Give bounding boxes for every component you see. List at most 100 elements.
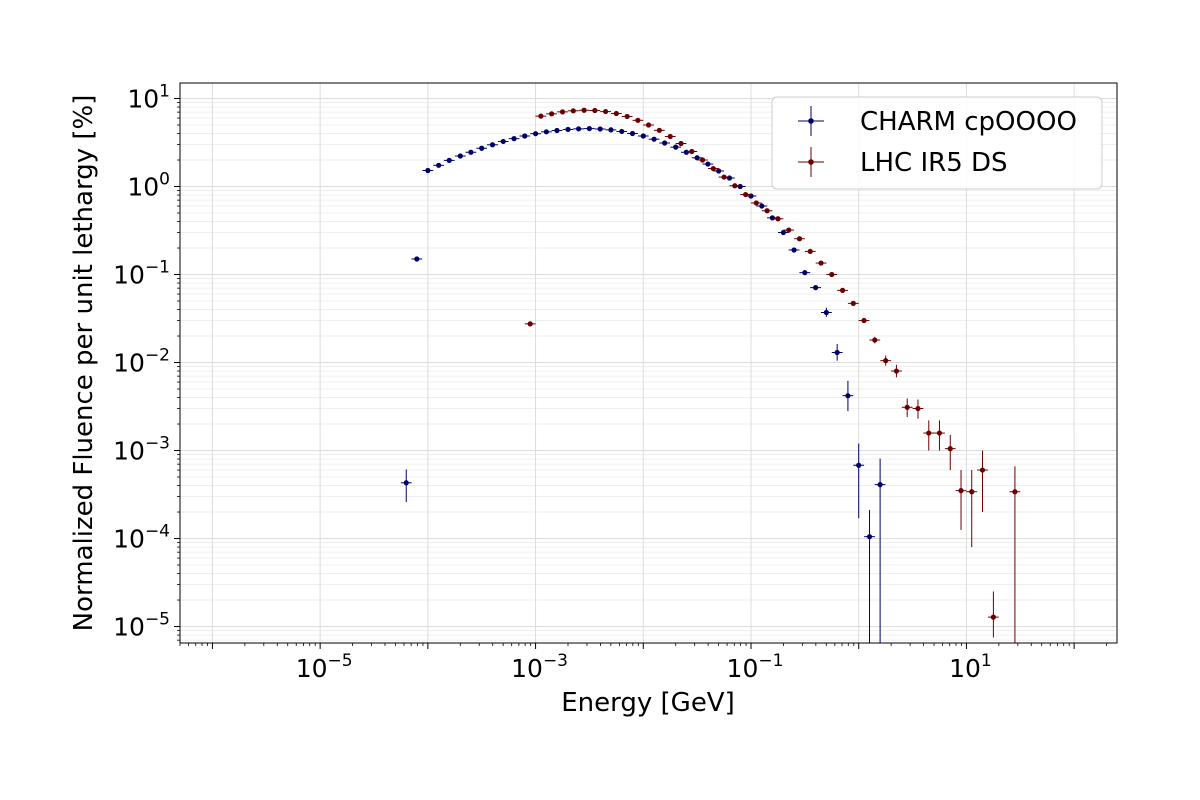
data-point: [769, 215, 775, 221]
y-tick-label: 10−1: [113, 258, 170, 290]
data-point: [818, 260, 824, 266]
data-point: [834, 349, 840, 356]
data-point: [883, 358, 889, 364]
data-point: [807, 248, 813, 255]
x-tick-label: 101: [949, 651, 992, 683]
data-point: [753, 200, 759, 206]
data-point: [710, 165, 716, 172]
data-point: [705, 161, 711, 167]
data-point: [640, 133, 646, 139]
y-tick-label: 10−2: [113, 346, 170, 378]
series-0: [400, 125, 886, 643]
data-point: [549, 111, 555, 117]
data-point: [489, 142, 496, 148]
data-point: [532, 131, 539, 137]
data-point: [990, 614, 996, 620]
data-point: [554, 127, 560, 134]
data-point: [726, 175, 733, 181]
data-point: [759, 203, 765, 209]
data-point: [958, 488, 964, 494]
data-point: [619, 128, 625, 135]
data-point: [629, 130, 636, 137]
data-point: [656, 127, 662, 133]
data-point: [732, 183, 738, 189]
data-point: [613, 110, 619, 117]
data-point: [414, 256, 420, 262]
data-point: [446, 157, 452, 163]
data-point: [866, 534, 873, 540]
data-point: [1012, 489, 1018, 495]
data-point: [543, 129, 549, 135]
x-tick-label: 10−1: [727, 651, 784, 683]
y-tick-label: 100: [127, 170, 170, 202]
data-point: [608, 127, 614, 133]
data-point: [479, 145, 485, 151]
data-point: [699, 157, 706, 163]
axis-ticks: [174, 97, 1107, 649]
data-point: [877, 481, 883, 488]
data-point: [979, 467, 986, 473]
data-point: [651, 136, 657, 142]
data-point: [425, 167, 431, 174]
legend-marker-lhc: [808, 159, 814, 165]
x-axis-label: Energy [GeV]: [561, 688, 735, 718]
data-point: [969, 489, 975, 495]
data-point: [689, 148, 695, 155]
data-point: [813, 285, 819, 291]
data-point: [861, 317, 867, 324]
legend-label-charm: CHARM cpOOOO: [860, 107, 1077, 137]
data-point: [565, 126, 571, 133]
data-point: [845, 393, 851, 399]
data-point: [576, 126, 582, 132]
data-point: [802, 270, 808, 276]
data-point: [829, 271, 835, 278]
data-point: [796, 236, 803, 242]
data-point: [559, 109, 566, 115]
y-tick-label: 10−5: [113, 610, 170, 642]
data-point: [678, 140, 684, 147]
data-point: [468, 149, 474, 155]
data-point: [926, 430, 932, 436]
data-point: [581, 107, 587, 113]
data-point: [522, 133, 528, 139]
data-point: [721, 174, 727, 180]
legend-box: [771, 96, 1103, 190]
data-point: [592, 107, 598, 114]
data-point: [915, 405, 921, 412]
data-point: [850, 300, 856, 306]
data-point: [403, 480, 409, 486]
legend-entry-lhc: LHC IR5 DS: [798, 147, 1008, 178]
data-point: [662, 140, 668, 146]
data-point: [872, 337, 878, 343]
data-point: [683, 149, 689, 155]
data-point: [457, 153, 463, 159]
data-point: [586, 125, 592, 132]
data-point: [570, 108, 576, 114]
y-tick-label: 101: [127, 81, 170, 113]
data-point: [839, 287, 846, 293]
data-point: [635, 117, 641, 123]
data-point: [436, 162, 442, 168]
data-point: [904, 404, 910, 410]
x-tick-labels: 10−5 10−3 10−1 101: [296, 651, 992, 683]
data-point: [780, 229, 787, 236]
data-point: [823, 309, 829, 316]
data-point: [775, 216, 781, 222]
series-1: [524, 107, 1021, 643]
data-point: [597, 126, 603, 132]
data-point: [673, 144, 679, 150]
y-axis-label: Normalized Fluence per unit lethargy [%]: [69, 95, 99, 632]
data-point: [936, 430, 943, 436]
legend-marker-charm: [808, 118, 814, 124]
data-point: [716, 168, 722, 174]
data-point: [737, 183, 743, 190]
y-tick-label: 10−4: [113, 522, 170, 554]
x-tick-label: 10−3: [511, 651, 568, 683]
data-point: [947, 446, 953, 452]
x-tick-label: 10−5: [296, 651, 353, 683]
data-point: [511, 136, 517, 142]
data-point: [645, 122, 652, 128]
data-point: [538, 113, 544, 119]
data-point: [527, 321, 533, 327]
